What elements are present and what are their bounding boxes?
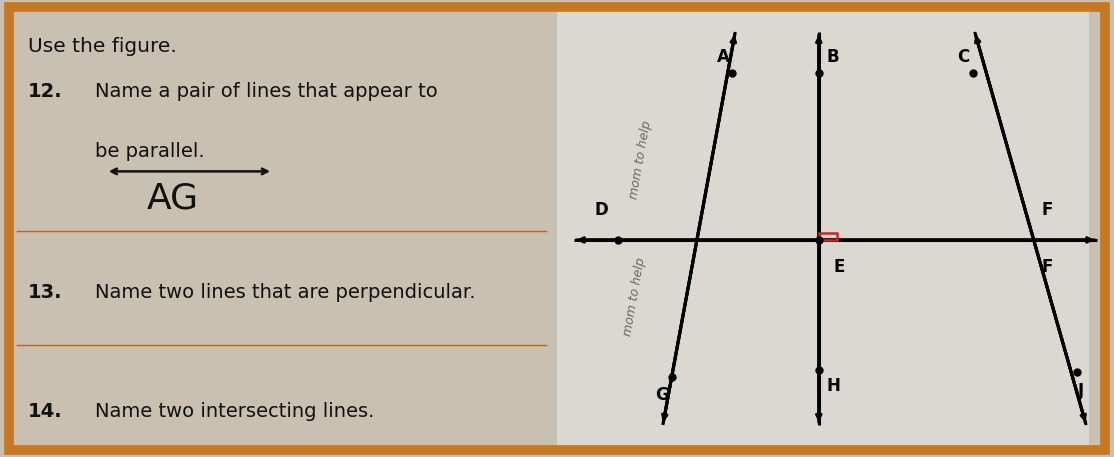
Text: 13.: 13. [28,283,62,303]
Text: H: H [827,377,840,395]
Text: AG: AG [147,182,198,216]
Bar [557,9,1089,448]
Text: G: G [655,386,668,404]
Text: mom to help: mom to help [622,257,648,337]
Text: F: F [1042,202,1053,219]
Text: 14.: 14. [28,402,62,421]
Text: Name a pair of lines that appear to: Name a pair of lines that appear to [95,82,438,101]
Text: C: C [957,48,969,66]
Text: Name two intersecting lines.: Name two intersecting lines. [95,402,374,421]
Text: Use the figure.: Use the figure. [28,37,177,56]
Text: 12.: 12. [28,82,62,101]
Bar [819,233,837,240]
Text: be parallel.: be parallel. [95,142,204,161]
Text: J: J [1078,382,1084,400]
Text: F: F [1042,258,1053,276]
Text: B: B [827,48,839,66]
Text: Name two lines that are perpendicular.: Name two lines that are perpendicular. [95,283,476,303]
Text: A: A [716,48,730,66]
Text: E: E [833,258,844,276]
Text: mom to help: mom to help [627,120,654,200]
Text: D: D [595,202,608,219]
